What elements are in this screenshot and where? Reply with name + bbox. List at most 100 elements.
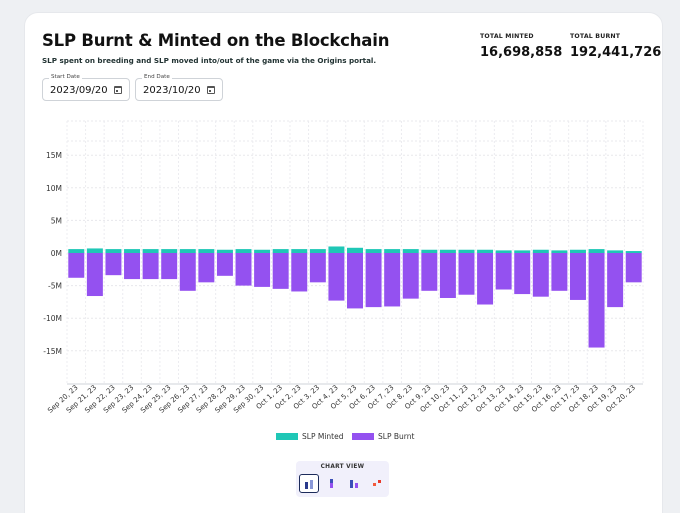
grouped-bars-icon [305, 480, 313, 489]
burnt-bar [514, 253, 531, 295]
burnt-bar [495, 253, 512, 290]
burnt-bar [309, 253, 326, 283]
start-date-label: Start Date [49, 74, 82, 80]
total-minted-value: 16,698,858 [480, 45, 563, 60]
minted-bar [625, 251, 642, 253]
burnt-bar [607, 253, 624, 308]
minted-bar [495, 250, 512, 253]
minted-bar [569, 249, 586, 253]
y-tick-label: 15M [46, 151, 62, 160]
burnt-swatch [352, 433, 374, 440]
chart-bars [68, 246, 642, 348]
minted-bar [105, 249, 122, 253]
minted-bar [532, 249, 549, 253]
burnt-bar [588, 253, 605, 348]
total-burnt-value: 192,441,726 [570, 45, 662, 60]
minted-bar [384, 249, 401, 253]
burnt-bar [384, 253, 401, 307]
burnt-bar [477, 253, 494, 305]
burnt-bar [68, 253, 85, 278]
start-date-field[interactable]: Start Date 2023/09/20 [42, 74, 130, 101]
minted-bar [179, 249, 196, 253]
legend-item-burnt[interactable]: SLP Burnt [352, 432, 414, 441]
burnt-bar [551, 253, 568, 291]
minted-bar [365, 249, 382, 253]
burnt-bar [347, 253, 363, 309]
page-title: SLP Burnt & Minted on the Blockchain [42, 31, 390, 50]
burnt-bar [365, 253, 382, 308]
minted-bar [347, 247, 363, 253]
minted-bar [458, 249, 475, 253]
minted-bar [68, 249, 85, 253]
burnt-bar [439, 253, 456, 298]
legend-item-minted[interactable]: SLP Minted [276, 432, 343, 441]
minted-bar [607, 250, 624, 253]
burnt-bar [235, 253, 252, 286]
burnt-bar [124, 253, 141, 280]
burnt-bar [198, 253, 215, 283]
chart-view-label: CHART VIEW [320, 464, 365, 470]
burnt-bar [421, 253, 438, 291]
stacked-bars-icon [330, 479, 333, 488]
minted-swatch [276, 433, 298, 440]
y-tick-label: 5M [51, 216, 62, 225]
end-date-field[interactable]: End Date 2023/10/20 [135, 74, 223, 101]
side-bars-icon [350, 480, 358, 488]
burnt-bar [458, 253, 475, 295]
calendar-icon[interactable] [207, 86, 215, 94]
waterfall-icon [373, 480, 381, 486]
burnt-bar [625, 253, 642, 283]
legend-label-burnt: SLP Burnt [378, 432, 415, 441]
minted-bar [402, 249, 419, 253]
start-date-value[interactable]: 2023/09/20 [50, 85, 108, 96]
burnt-bar [532, 253, 549, 297]
end-date-label: End Date [142, 74, 172, 80]
burnt-bar [569, 253, 586, 300]
minted-bar [551, 250, 568, 253]
total-minted-label: TOTAL MINTED [480, 33, 534, 40]
burnt-bar [272, 253, 289, 289]
minted-bar [514, 250, 531, 253]
y-tick-label: 10M [46, 184, 62, 193]
burnt-bar [161, 253, 178, 280]
minted-bar [216, 249, 233, 253]
minted-bar [86, 248, 103, 253]
minted-bar [142, 249, 159, 253]
y-tick-label: -10M [43, 314, 62, 323]
chart-view-panel: CHART VIEW [296, 461, 389, 497]
chart-view-side-button[interactable] [345, 474, 365, 493]
burnt-bar [291, 253, 308, 292]
minted-bar [254, 249, 271, 253]
burnt-bar [216, 253, 233, 276]
minted-bar [235, 249, 252, 253]
y-tick-label: 0M [51, 249, 62, 258]
chart-view-waterfall-button[interactable] [368, 474, 388, 493]
burnt-bar [402, 253, 419, 299]
minted-bar [328, 246, 345, 253]
end-date-value[interactable]: 2023/10/20 [143, 85, 201, 96]
chart-view-stacked-button[interactable] [322, 474, 342, 493]
y-tick-label: -15M [43, 347, 62, 356]
burnt-bar [179, 253, 196, 291]
minted-bar [439, 249, 456, 253]
y-tick-label: -5M [48, 282, 62, 291]
minted-bar [309, 249, 326, 253]
burnt-bar [142, 253, 159, 280]
chart-view-grouped-button[interactable] [299, 474, 319, 493]
burnt-bar [328, 253, 345, 301]
minted-bar [291, 249, 308, 253]
minted-bar [161, 249, 178, 253]
calendar-icon[interactable] [114, 86, 122, 94]
burnt-bar [254, 253, 271, 287]
burnt-bar [86, 253, 103, 297]
total-burnt-label: TOTAL BURNT [570, 33, 621, 40]
minted-bar [421, 249, 438, 253]
minted-bar [198, 249, 215, 253]
burnt-bar [105, 253, 122, 276]
legend-label-minted: SLP Minted [302, 432, 344, 441]
minted-bar [272, 249, 289, 253]
minted-bar [124, 249, 141, 253]
minted-bar [588, 249, 605, 253]
page-subtitle: SLP spent on breeding and SLP moved into… [42, 56, 377, 65]
